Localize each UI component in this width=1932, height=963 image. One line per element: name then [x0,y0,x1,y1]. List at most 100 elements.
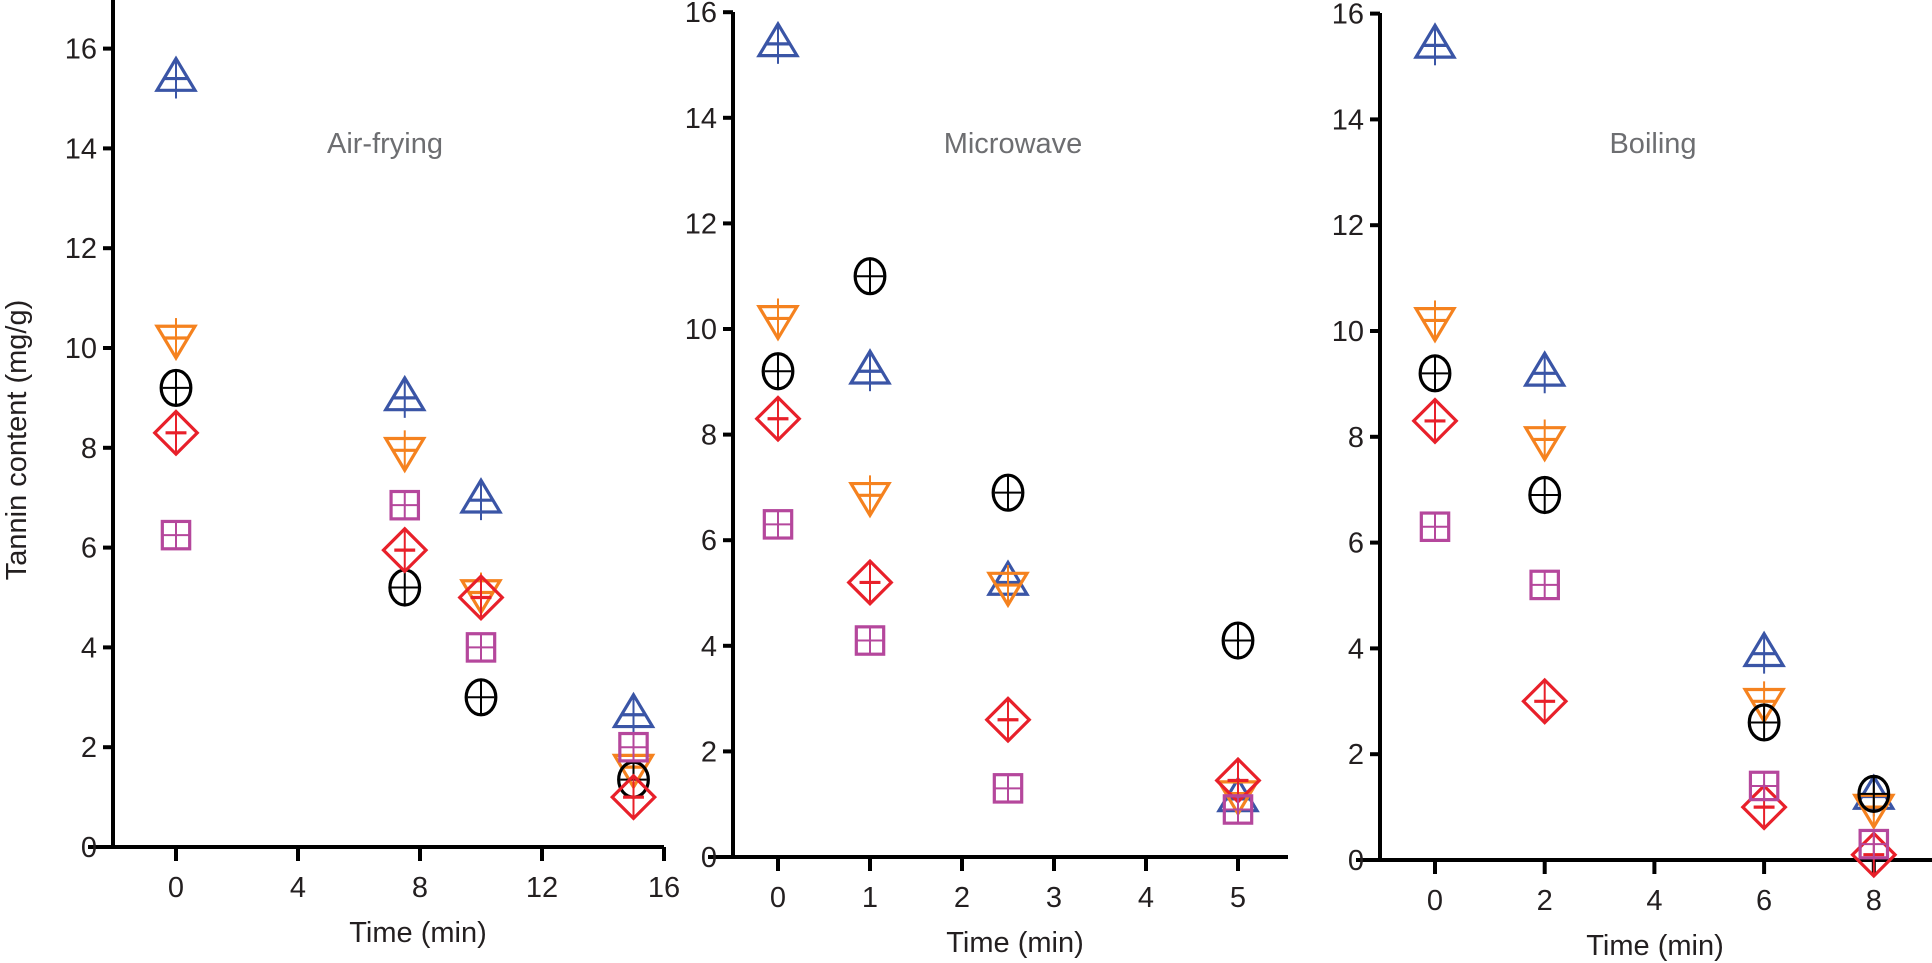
panel-boiling: Boiling Time (min) 0 2 4 6 8 10 12 14 16 0 2 4 6 8 [1332,0,1932,962]
panel-title: Boiling [1609,128,1696,160]
y-axis-title: Tannin content (mg/g) [1,300,33,580]
data-point-circle [1418,354,1452,393]
panel-title: Air-frying [327,128,443,160]
y-tick-label: 12 [65,233,97,265]
y-tick-label: 8 [81,433,97,465]
data-point-triangle-down [154,318,198,362]
x-tick-label: 1 [862,882,878,914]
y-tick-label: 14 [685,103,717,135]
data-point-diamond [152,409,200,457]
panel-title: Microwave [944,128,1083,160]
data-point-circle [1221,621,1255,660]
data-point-square [1858,828,1890,860]
data-point-triangle-up [154,55,198,99]
data-point-square [465,632,497,663]
y-tick-label: 2 [1348,739,1364,771]
data-point-square [1222,794,1254,825]
x-tick-label: 3 [1046,882,1062,914]
data-point-diamond [846,558,894,606]
x-tick-label: 16 [648,872,680,904]
data-point-diamond [754,395,802,443]
x-axis-title: Time (min) [946,927,1083,959]
x-axis-title: Time (min) [349,917,486,949]
x-tick-label: 4 [1138,882,1154,914]
data-point-triangle-down [986,565,1030,609]
data-point-square [854,625,886,656]
data-point-circle [464,678,498,717]
x-tick-label: 0 [1427,885,1443,917]
data-point-diamond [984,696,1032,744]
panel-air-frying: Air-frying Time (min) Tannin content (mg… [1,0,680,949]
y-tick-label: 12 [1332,210,1364,242]
y-tick-label: 8 [1348,422,1364,454]
y-tick-label: 2 [701,736,717,768]
y-tick-label: 0 [81,832,97,864]
y-tick-label: 6 [81,533,97,565]
y-tick-label: 14 [1332,104,1364,136]
data-point-diamond [1411,397,1459,445]
data-point-triangle-up [1742,630,1786,674]
data-point-circle [991,473,1025,512]
data-point-diamond [609,773,658,821]
y-tick-label: 0 [701,842,717,874]
data-point-triangle-up [1522,350,1567,394]
data-point-circle [1747,703,1781,742]
y-tick-label: 0 [1348,845,1364,877]
data-point-circle [853,257,887,296]
y-tick-label: 4 [701,631,717,663]
x-tick-label: 0 [168,872,184,904]
data-point-triangle-up [382,374,427,418]
x-tick-label: 8 [412,872,428,904]
data-point-triangle-down [382,430,427,474]
x-axis-title: Time (min) [1586,930,1723,962]
data-point-triangle-down [1413,300,1457,344]
data-point-square [1529,569,1560,601]
x-tick-label: 2 [954,882,970,914]
data-point-circle [159,368,193,408]
data-point-square [762,509,794,540]
x-tick-label: 8 [1866,885,1882,917]
data-point-triangle-up [459,477,503,521]
data-point-triangle-up [611,691,656,735]
data-point-square [389,489,421,521]
y-tick-label: 4 [81,632,97,664]
data-point-circle [1857,774,1891,813]
y-tick-label: 6 [701,525,717,557]
x-tick-label: 4 [290,872,306,904]
data-point-square [160,519,192,551]
data-point-triangle-up [1413,22,1457,66]
y-tick-label: 10 [685,314,717,346]
data-point-circle [388,568,422,607]
data-point-circle [1528,475,1562,515]
data-point-diamond [457,573,505,622]
data-point-triangle-up [848,348,892,392]
y-tick-label: 10 [1332,316,1364,348]
y-tick-label: 16 [685,0,717,29]
y-tick-label: 14 [65,133,97,165]
data-point-square [1419,511,1451,543]
y-tick-label: 16 [1332,0,1364,31]
x-tick-label: 4 [1646,885,1662,917]
y-tick-label: 8 [701,420,717,452]
x-tick-label: 12 [526,872,558,904]
y-tick-label: 4 [1348,633,1364,665]
data-point-square [618,731,649,763]
data-point-circle [761,352,795,391]
data-point-triangle-down [756,298,800,342]
x-tick-label: 2 [1537,885,1553,917]
y-tick-label: 10 [65,333,97,365]
data-point-square [1748,770,1780,802]
data-point-diamond [1521,677,1569,725]
data-point-triangle-up [756,20,800,64]
y-tick-label: 16 [65,34,97,66]
y-tick-label: 6 [1348,528,1364,560]
x-tick-label: 6 [1756,885,1772,917]
x-tick-label: 0 [770,882,786,914]
y-tick-label: 2 [81,732,97,764]
y-tick-label: 12 [685,208,717,240]
data-point-diamond [381,526,429,574]
data-point-triangle-down [1522,419,1567,463]
data-point-triangle-down [848,475,892,519]
